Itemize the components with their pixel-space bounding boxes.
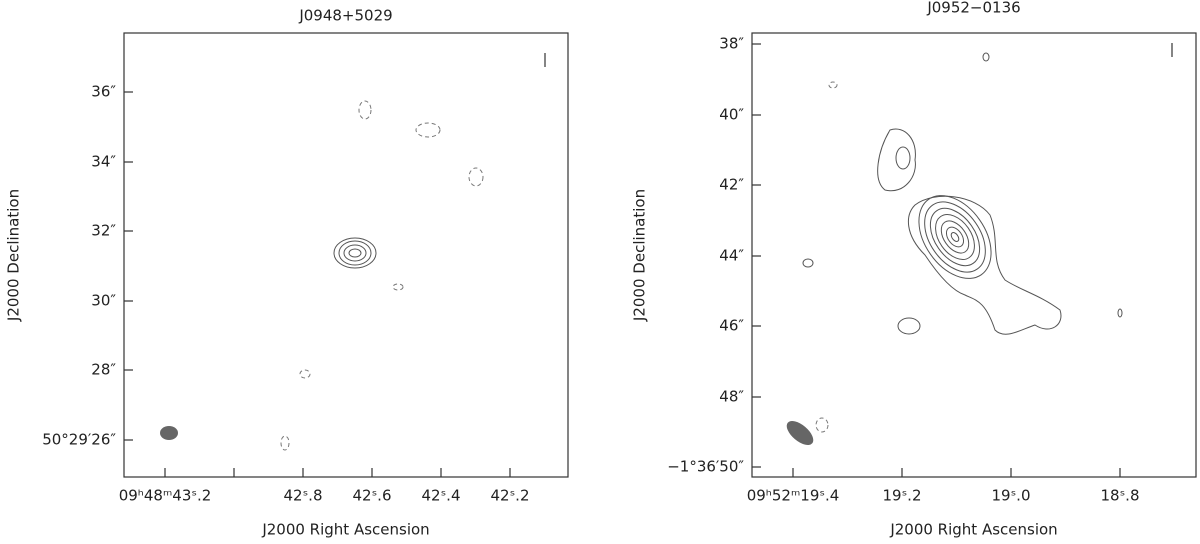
x-tick-label: 19ˢ.0 — [992, 487, 1031, 505]
contour — [348, 248, 362, 258]
panel-title: J0948+5029 — [298, 7, 392, 25]
contour — [895, 146, 911, 170]
y-tick-label: 32″ — [91, 222, 116, 240]
contour — [333, 237, 377, 269]
contour — [897, 317, 921, 335]
beam — [786, 421, 814, 445]
contour — [982, 52, 990, 62]
contour — [828, 81, 838, 89]
y-tick-label: 46″ — [719, 317, 744, 335]
x-axis-label: J2000 Right Ascension — [889, 521, 1057, 539]
panel-left: J0948+5029 J2000 Right Ascension J2000 D… — [5, 7, 569, 539]
x-tick-label: 42ˢ.8 — [284, 487, 323, 505]
contour — [392, 283, 404, 291]
frame — [123, 32, 569, 478]
contour — [415, 122, 441, 138]
contour — [877, 128, 916, 192]
contour — [338, 240, 372, 266]
x-tick-label: 42ˢ.4 — [422, 487, 461, 505]
contour — [299, 369, 311, 379]
ticks — [752, 43, 1121, 477]
contour — [815, 417, 829, 433]
y-tick-label: 38″ — [719, 35, 744, 53]
y-tick-label: 36″ — [91, 83, 116, 101]
x-tick-label: 42ˢ.6 — [353, 487, 392, 505]
y-axis-label: J2000 Declination — [5, 189, 23, 322]
x-tick-label: 09ʰ52ᵐ19ˢ.4 — [747, 487, 840, 505]
contour — [1117, 308, 1123, 318]
y-tick-label: 30″ — [91, 292, 116, 310]
contour — [280, 435, 290, 451]
y-axis-label: J2000 Declination — [631, 189, 649, 322]
contour — [802, 258, 814, 268]
contour — [358, 100, 372, 120]
contour — [907, 195, 1062, 335]
frame — [751, 32, 1197, 478]
x-tick-label: 09ʰ48ᵐ43ˢ.2 — [119, 487, 212, 505]
contour — [343, 244, 367, 262]
x-tick-label: 19ˢ.2 — [883, 487, 922, 505]
y-tick-label: 34″ — [91, 153, 116, 171]
beam — [160, 426, 178, 440]
x-tick-label: 42ˢ.2 — [491, 487, 530, 505]
contour-core — [918, 195, 992, 279]
x-axis-label: J2000 Right Ascension — [261, 521, 429, 539]
ticks — [124, 91, 511, 477]
x-tick-label: 18ˢ.8 — [1101, 487, 1140, 505]
y-tick-label: 42″ — [719, 176, 744, 194]
y-tick-label: 44″ — [719, 247, 744, 265]
y-tick-label: 48″ — [719, 388, 744, 406]
y-tick-label: −1°36′50″ — [667, 458, 744, 476]
panel-title: J0952−0136 — [926, 0, 1020, 17]
contour — [468, 167, 484, 187]
y-tick-label: 28″ — [91, 361, 116, 379]
panel-right: J0952−0136 J2000 Right Ascension J2000 D… — [631, 0, 1197, 539]
y-tick-label: 50°29′26″ — [42, 431, 116, 449]
y-tick-label: 40″ — [719, 106, 744, 124]
